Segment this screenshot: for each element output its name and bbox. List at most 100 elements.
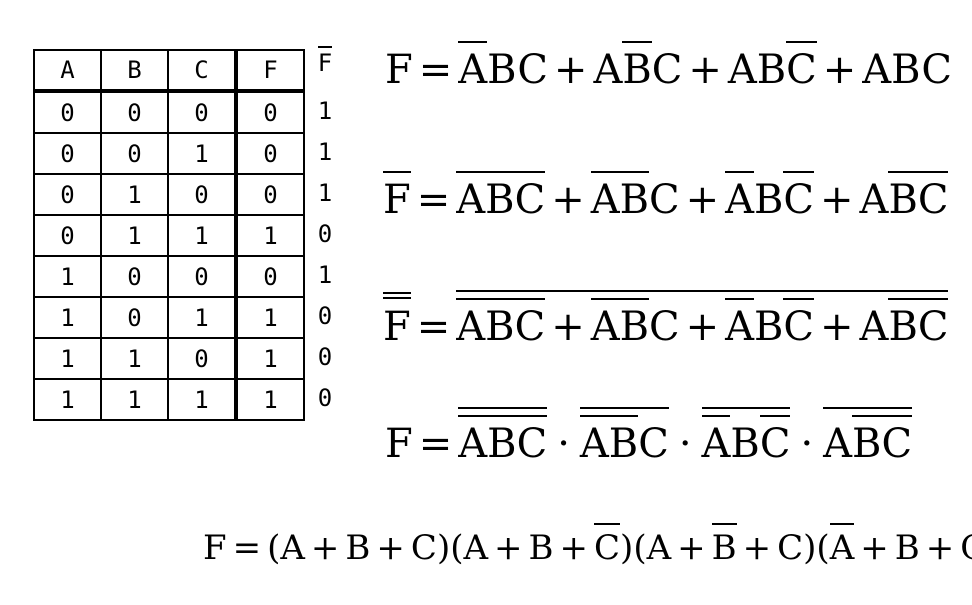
- negation-bar: ABC: [701, 407, 791, 468]
- equation-symbol: =: [418, 47, 453, 93]
- table-cell: 0: [234, 132, 305, 175]
- table-cell: 0: [234, 255, 305, 298]
- equation-symbol: F: [203, 528, 227, 568]
- equation-symbol: B: [485, 298, 515, 351]
- table-cell: 1: [100, 378, 169, 421]
- fbar-value: 0: [317, 220, 333, 248]
- equation-symbol: C: [516, 415, 548, 468]
- equation-symbol: B: [485, 171, 515, 224]
- table-cell: 1: [100, 337, 169, 380]
- equation-symbol: +: [553, 47, 588, 93]
- fbar-header-label: F: [317, 48, 333, 77]
- table-cell: 1: [167, 132, 237, 175]
- equation-symbol: A: [579, 415, 609, 468]
- fbar-value: 0: [317, 302, 333, 330]
- equation-symbol: B: [754, 304, 784, 350]
- equation-symbol: F: [385, 421, 413, 467]
- equation-symbol: C: [917, 171, 949, 224]
- equation-symbol: C: [783, 298, 815, 351]
- equation-symbol: A: [859, 177, 889, 223]
- negation-bar: ABC: [579, 407, 669, 468]
- equation-symbol: ·: [800, 421, 814, 467]
- equation-symbol: C: [594, 523, 621, 569]
- table-cell: 1: [167, 296, 237, 339]
- equation-symbol: B: [711, 523, 737, 569]
- equation-symbol: F: [383, 297, 411, 351]
- table-cell: 1: [167, 378, 237, 421]
- table-cell: 1: [33, 296, 102, 339]
- fbar-header-bar: F: [317, 45, 333, 77]
- equation-symbol: +: [685, 177, 720, 223]
- table-header-row: A B C F: [33, 49, 305, 93]
- equation-symbol: +: [822, 47, 857, 93]
- equation-symbol: A: [823, 421, 853, 467]
- equation-symbol: A: [862, 47, 892, 93]
- table-cell: 0: [100, 255, 169, 298]
- table-cell: 0: [33, 214, 102, 257]
- equation-symbol: C: [783, 171, 815, 224]
- equation-symbol: =: [416, 304, 451, 350]
- equation-symbol: B: [528, 528, 554, 568]
- equation-symbol: +: [860, 528, 889, 568]
- equation-symbol: B: [891, 47, 922, 93]
- equation-symbol: A: [458, 415, 488, 468]
- equation-symbol: A: [590, 171, 620, 224]
- header-f: F: [234, 49, 305, 93]
- table-cell: 0: [167, 90, 237, 134]
- equation-symbol: A: [593, 47, 623, 93]
- equation-symbol: +: [820, 304, 854, 350]
- table-cell: 1: [33, 255, 102, 298]
- header-c: C: [167, 49, 237, 93]
- equation-2: F = ABC + ABC + ABC + ABC: [383, 171, 949, 224]
- table-cell: 1: [234, 378, 305, 421]
- equation-symbol: (: [816, 528, 830, 568]
- equation-symbol: A: [456, 171, 486, 224]
- negation-bar: F: [383, 292, 411, 351]
- equation-symbol: C: [777, 528, 804, 568]
- equation-symbol: C: [649, 177, 680, 223]
- equation-symbol: +: [688, 47, 722, 93]
- equation-symbol: B: [894, 528, 920, 568]
- equation-symbol: +: [310, 528, 340, 568]
- equation-symbol: C: [651, 47, 683, 93]
- equation-symbol: ·: [557, 421, 570, 467]
- table-cell: 1: [100, 214, 169, 257]
- equation-symbol: F: [385, 47, 413, 93]
- equation-symbol: =: [418, 421, 453, 467]
- table-cell: 1: [234, 296, 305, 339]
- equation-symbol: C: [960, 528, 972, 568]
- equation-symbol: =: [232, 528, 262, 568]
- equation-symbol: C: [514, 298, 546, 351]
- table-cell: 1: [167, 214, 237, 257]
- table-cell: 1: [100, 173, 169, 216]
- table-cell: 0: [234, 90, 305, 134]
- equation-symbol: B: [622, 41, 652, 94]
- header-b: B: [100, 49, 169, 93]
- equation-symbol: B: [619, 298, 649, 351]
- fbar-value: 1: [317, 261, 333, 289]
- equation-symbol: C: [786, 41, 817, 94]
- equation-symbol: +: [742, 528, 772, 568]
- equation-symbol: B: [888, 298, 918, 351]
- equation-symbol: F: [383, 171, 411, 224]
- equation-symbol: A: [646, 528, 672, 568]
- equation-symbol: C: [410, 528, 437, 568]
- equation-symbol: C: [921, 47, 952, 93]
- equation-symbol: C: [917, 298, 949, 351]
- equation-symbol: B: [608, 415, 639, 468]
- table-cell: 0: [33, 90, 102, 134]
- header-a: A: [33, 49, 102, 93]
- equation-symbol: A: [280, 528, 305, 568]
- equation-symbol: B: [345, 528, 371, 568]
- equation-symbol: (: [450, 528, 464, 568]
- equation-symbol: A: [727, 47, 757, 93]
- equation-symbol: B: [852, 415, 882, 468]
- equation-4: F = ABC · ABC · ABC · ABC: [385, 407, 913, 468]
